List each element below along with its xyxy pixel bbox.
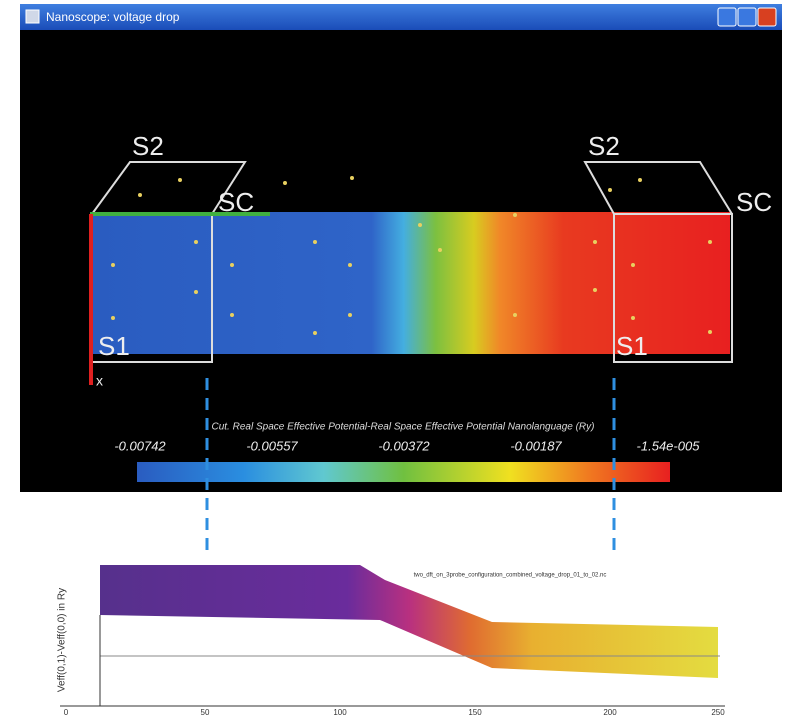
x-tick-label: 150 <box>468 708 482 717</box>
atom <box>194 290 198 294</box>
atom <box>138 193 142 197</box>
atom <box>438 248 442 252</box>
close-button[interactable] <box>758 8 776 26</box>
atom <box>348 313 352 317</box>
plot-x-ticks: 0 50 100 150 200 250 <box>64 708 725 717</box>
atom <box>593 240 597 244</box>
atom <box>194 240 198 244</box>
potential-band <box>100 565 718 678</box>
scene-label: S2 <box>132 131 164 161</box>
colorbar-tick: -0.00742 <box>114 438 166 453</box>
atom <box>593 288 597 292</box>
colorbar-tick: -0.00187 <box>510 438 562 453</box>
colorbar-tick: -0.00557 <box>246 438 298 453</box>
scene-label: S1 <box>616 331 648 361</box>
atom <box>631 316 635 320</box>
atom <box>631 263 635 267</box>
atom <box>111 263 115 267</box>
atom <box>313 331 317 335</box>
x-tick-label: 0 <box>64 708 69 717</box>
atom <box>708 330 712 334</box>
atom <box>230 313 234 317</box>
x-tick-label: 250 <box>711 708 725 717</box>
window-icon <box>26 10 39 23</box>
minimize-button[interactable] <box>718 8 736 26</box>
maximize-button[interactable] <box>738 8 756 26</box>
plot-title: two_dft_on_3probe_configuration_combined… <box>414 573 607 579</box>
page: Nanoscope: voltage drop S2 SC S2 SC S1 S… <box>0 0 787 717</box>
colorbar-title: Cut. Real Space Effective Potential-Real… <box>212 422 595 433</box>
atom <box>350 176 354 180</box>
atom <box>608 188 612 192</box>
window-title: Nanoscope: voltage drop <box>46 10 180 24</box>
atom <box>513 213 517 217</box>
scene-label: SC <box>736 187 772 217</box>
atom <box>638 178 642 182</box>
scene-label: S1 <box>98 331 130 361</box>
x-tick-label: 200 <box>603 708 617 717</box>
scene-label: S2 <box>588 131 620 161</box>
colorbar-tick: -1.54e-005 <box>637 438 701 453</box>
atom <box>348 263 352 267</box>
atom <box>313 240 317 244</box>
scene-label: x <box>96 373 103 389</box>
plot-y-label: Veff(0,1)-Veff(0,0) in Ry <box>57 588 68 692</box>
scene-label: SC <box>218 187 254 217</box>
colorbar <box>137 462 670 482</box>
x-tick-label: 50 <box>201 708 210 717</box>
atom <box>178 178 182 182</box>
atom <box>283 181 287 185</box>
atom <box>230 263 234 267</box>
atom <box>418 223 422 227</box>
screenshot: Nanoscope: voltage drop S2 SC S2 SC S1 S… <box>0 0 787 717</box>
atom <box>708 240 712 244</box>
x-tick-label: 100 <box>333 708 347 717</box>
atom <box>111 316 115 320</box>
colorbar-tick: -0.00372 <box>378 438 430 453</box>
atom <box>513 313 517 317</box>
